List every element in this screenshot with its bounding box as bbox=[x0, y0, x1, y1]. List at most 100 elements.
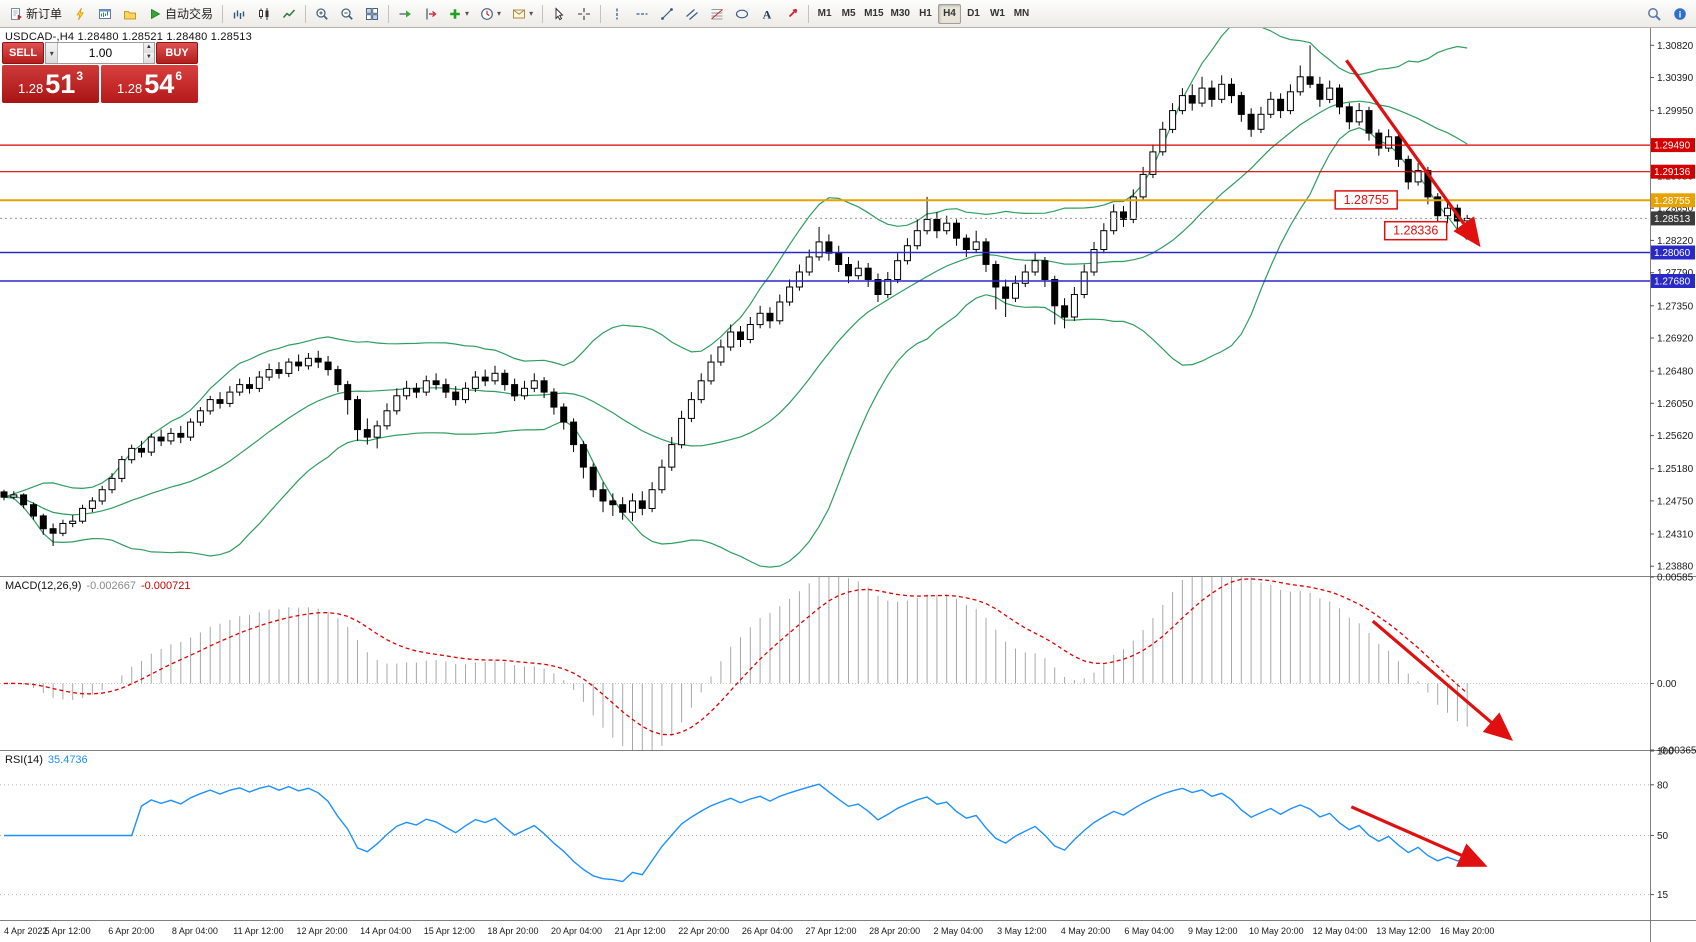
dropdown-caret-icon: ▾ bbox=[497, 9, 502, 18]
chart-background bbox=[0, 28, 1696, 942]
clock-icon bbox=[480, 7, 494, 21]
price-tick-label: 1.30390 bbox=[1657, 73, 1694, 84]
zoom-out-button[interactable] bbox=[335, 3, 359, 25]
time-axis-label: 16 May 20:00 bbox=[1440, 926, 1495, 936]
crosshair-icon bbox=[577, 7, 591, 21]
search-button[interactable] bbox=[1642, 3, 1666, 25]
auto-trading-button[interactable]: 自动交易 bbox=[143, 3, 218, 25]
price-annotation-box[interactable] bbox=[1334, 190, 1398, 210]
timeframe-h1-button[interactable]: H1 bbox=[914, 4, 937, 24]
volume-dropdown-caret-icon[interactable]: ▾ bbox=[46, 43, 59, 63]
autoscroll-icon bbox=[398, 7, 412, 21]
cursor-icon bbox=[552, 6, 566, 21]
shapes-button[interactable] bbox=[730, 3, 754, 25]
quick-trade-button[interactable] bbox=[68, 3, 92, 25]
time-axis-label: 18 Apr 20:00 bbox=[487, 926, 538, 936]
buy-button[interactable]: BUY bbox=[156, 42, 198, 64]
new-order-button-label: 新订单 bbox=[26, 7, 63, 21]
time-axis-label: 28 Apr 20:00 bbox=[869, 926, 920, 936]
indicators-button[interactable]: ▾ bbox=[443, 3, 474, 25]
channel-button[interactable] bbox=[680, 3, 704, 25]
horizontal-line-button[interactable] bbox=[630, 3, 654, 25]
buy-quote[interactable]: 1.28 54 6 bbox=[101, 65, 198, 103]
sell-button[interactable]: SELL bbox=[2, 42, 45, 64]
fibo-icon bbox=[710, 7, 724, 21]
cursor-button[interactable] bbox=[547, 3, 571, 25]
tile-windows-button[interactable] bbox=[360, 3, 384, 25]
candles-icon bbox=[257, 7, 271, 21]
text-button[interactable]: A bbox=[755, 3, 779, 25]
time-axis-label: 15 Apr 12:00 bbox=[424, 926, 475, 936]
bolt-icon bbox=[73, 7, 87, 21]
zoom-in-button[interactable] bbox=[310, 3, 334, 25]
volume-box: ▾ ▲▼ bbox=[45, 42, 155, 64]
price-axis[interactable] bbox=[1650, 28, 1696, 942]
chart-window-icon bbox=[98, 7, 112, 21]
volume-up-icon[interactable]: ▲ bbox=[143, 43, 155, 53]
dropdown-caret-icon: ▾ bbox=[529, 9, 534, 18]
rsi-trend-arrow[interactable] bbox=[1350, 805, 1488, 867]
chart-shift-button[interactable] bbox=[418, 3, 442, 25]
channel-icon bbox=[685, 7, 699, 21]
toolbar-separator bbox=[542, 4, 544, 23]
timeframe-mn-button[interactable]: MN bbox=[1010, 4, 1033, 24]
chart-window-button[interactable] bbox=[93, 3, 117, 25]
price-annotation-box[interactable] bbox=[1383, 220, 1448, 241]
macd-trend-arrow[interactable] bbox=[1371, 619, 1513, 741]
sell-price-sup: 3 bbox=[76, 69, 84, 83]
time-axis-label: 12 Apr 20:00 bbox=[297, 926, 348, 936]
line-chart-button[interactable] bbox=[277, 3, 301, 25]
timeframe-m1-button[interactable]: M1 bbox=[813, 4, 836, 24]
time-axis-label: 8 Apr 04:00 bbox=[172, 926, 218, 936]
periods-button[interactable]: ▾ bbox=[475, 3, 506, 25]
price-tag bbox=[1651, 138, 1695, 153]
price-tick-label: 1.26920 bbox=[1657, 334, 1694, 345]
time-axis-label: 4 Apr 2022 bbox=[4, 926, 48, 936]
bars-icon bbox=[232, 7, 246, 21]
toolbar-left-group: 新订单 自动交易 ▾ ▾ ▾ A M1 M5 M15 M30 H1 H4 D1 W1 MN bbox=[4, 3, 1033, 25]
rsi-header: RSI(14) 35.4736 bbox=[5, 754, 88, 766]
candlestick-chart-button[interactable] bbox=[252, 3, 276, 25]
timeframe-d1-button[interactable]: D1 bbox=[962, 4, 985, 24]
timeframe-m5-button[interactable]: M5 bbox=[837, 4, 860, 24]
toolbar-separator bbox=[600, 4, 602, 23]
main-trend-arrow[interactable] bbox=[1345, 59, 1481, 248]
volume-stepper[interactable]: ▲ ▼ bbox=[142, 43, 155, 63]
price-tag bbox=[1651, 274, 1695, 288]
price-tick-label: 1.24310 bbox=[1657, 529, 1694, 540]
bar-chart-button[interactable] bbox=[227, 3, 251, 25]
vertical-line-button[interactable] bbox=[605, 3, 629, 25]
timeframe-m30-button[interactable]: M30 bbox=[888, 4, 913, 24]
macd-value-2: -0.000721 bbox=[140, 580, 191, 592]
arrow-tools-button[interactable] bbox=[780, 3, 804, 25]
profiles-button[interactable] bbox=[118, 3, 142, 25]
templates-button[interactable]: ▾ bbox=[507, 3, 538, 25]
time-axis-label: 26 Apr 04:00 bbox=[742, 926, 793, 936]
price-tag-label: 1.28513 bbox=[1654, 214, 1691, 225]
sell-quote[interactable]: 1.28 51 3 bbox=[2, 65, 99, 103]
bollinger-upper-band bbox=[3, 19, 1468, 498]
toolbar-right-group: i bbox=[1642, 3, 1692, 25]
rsi-tick-label: 50 bbox=[1657, 831, 1669, 842]
crosshair-button[interactable] bbox=[572, 3, 596, 25]
new-order-button[interactable]: 新订单 bbox=[4, 3, 67, 25]
profiles-icon bbox=[123, 7, 137, 21]
timeframe-m15-button[interactable]: M15 bbox=[861, 4, 886, 24]
help-button[interactable]: i bbox=[1668, 3, 1692, 25]
timeframe-h4-button[interactable]: H4 bbox=[937, 3, 961, 24]
price-tick-label: 1.27790 bbox=[1657, 268, 1694, 279]
timeframe-w1-button[interactable]: W1 bbox=[986, 4, 1009, 24]
time-axis-label: 9 May 12:00 bbox=[1188, 926, 1238, 936]
play-icon bbox=[148, 7, 162, 21]
text-a-icon: A bbox=[760, 7, 774, 21]
fibonacci-button[interactable] bbox=[705, 3, 729, 25]
price-tick-label: 1.28650 bbox=[1657, 204, 1694, 215]
price-tag-label: 1.28060 bbox=[1654, 248, 1691, 259]
trendline-button[interactable] bbox=[655, 3, 679, 25]
doc-new-icon bbox=[9, 7, 23, 21]
volume-input[interactable] bbox=[58, 43, 143, 63]
volume-down-icon[interactable]: ▼ bbox=[143, 53, 155, 63]
svg-text:A: A bbox=[763, 7, 772, 21]
auto-scroll-button[interactable] bbox=[393, 3, 417, 25]
